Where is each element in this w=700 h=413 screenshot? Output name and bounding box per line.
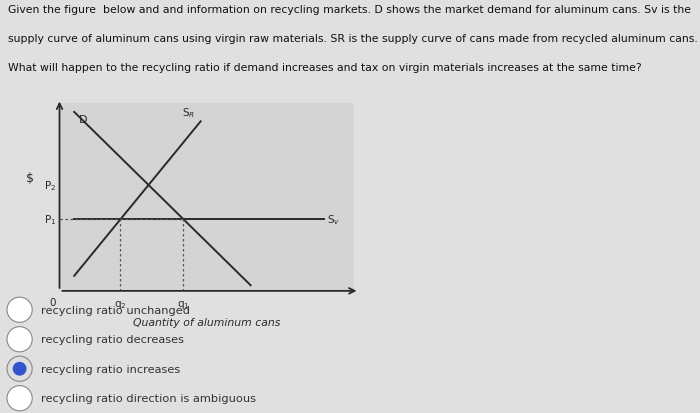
Text: q$_2$: q$_2$: [114, 299, 127, 311]
Text: $: $: [26, 172, 34, 185]
Ellipse shape: [7, 356, 32, 382]
Ellipse shape: [7, 297, 32, 323]
Text: q$_1$: q$_1$: [177, 299, 190, 311]
Text: Quantity of aluminum cans: Quantity of aluminum cans: [133, 317, 280, 327]
Text: recycling ratio direction is ambiguous: recycling ratio direction is ambiguous: [41, 393, 256, 403]
Text: recycling ratio increases: recycling ratio increases: [41, 364, 180, 374]
Text: Given the figure  below and and information on recycling markets. D shows the ma: Given the figure below and and informati…: [8, 5, 692, 14]
Text: S$_v$: S$_v$: [327, 213, 340, 227]
Ellipse shape: [7, 386, 32, 411]
Text: recycling ratio unchanged: recycling ratio unchanged: [41, 305, 190, 315]
Text: P$_2$: P$_2$: [44, 179, 56, 192]
Text: 0: 0: [49, 297, 56, 307]
Ellipse shape: [7, 327, 32, 352]
Text: What will happen to the recycling ratio if demand increases and tax on virgin ma: What will happen to the recycling ratio …: [8, 63, 642, 73]
Text: S$_R$: S$_R$: [182, 107, 195, 120]
Text: supply curve of aluminum cans using virgin raw materials. SR is the supply curve: supply curve of aluminum cans using virg…: [8, 33, 698, 44]
Ellipse shape: [13, 362, 27, 376]
Text: D: D: [78, 114, 87, 124]
Text: P$_1$: P$_1$: [43, 213, 56, 227]
Text: recycling ratio decreases: recycling ratio decreases: [41, 335, 183, 344]
